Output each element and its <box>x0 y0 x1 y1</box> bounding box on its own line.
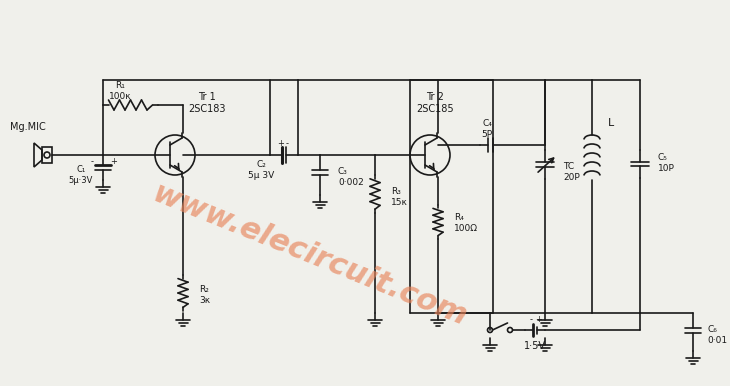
Text: Tr 2
2SC185: Tr 2 2SC185 <box>416 92 454 114</box>
Text: L: L <box>608 118 614 128</box>
Text: C₁
5μ·3V: C₁ 5μ·3V <box>69 165 93 185</box>
Text: +: + <box>277 139 285 149</box>
Text: www.elecircuit.com: www.elecircuit.com <box>148 178 472 332</box>
Bar <box>42 147 52 163</box>
Text: C₂
5μ 3V: C₂ 5μ 3V <box>248 160 274 180</box>
Text: +: + <box>110 157 118 166</box>
Text: -: - <box>91 157 93 166</box>
Text: Mg.MIC: Mg.MIC <box>10 122 46 132</box>
Text: -: - <box>285 139 288 149</box>
Text: C₄
5P: C₄ 5P <box>482 119 493 139</box>
Text: +: + <box>536 315 542 325</box>
Text: R₁
100κ: R₁ 100κ <box>109 81 131 101</box>
Text: R₄
100Ω: R₄ 100Ω <box>454 213 478 233</box>
Text: 1·5V: 1·5V <box>524 341 546 351</box>
Text: R₃
15κ: R₃ 15κ <box>391 187 408 207</box>
Text: TC
20P: TC 20P <box>563 162 580 182</box>
Text: R₂
3κ: R₂ 3κ <box>199 285 210 305</box>
Text: C₃
0·002: C₃ 0·002 <box>338 167 364 187</box>
Text: C₅
10P: C₅ 10P <box>658 153 675 173</box>
Text: -: - <box>529 315 532 325</box>
Text: C₆
0·01: C₆ 0·01 <box>707 325 727 345</box>
Text: Tr 1
2SC183: Tr 1 2SC183 <box>188 92 226 114</box>
